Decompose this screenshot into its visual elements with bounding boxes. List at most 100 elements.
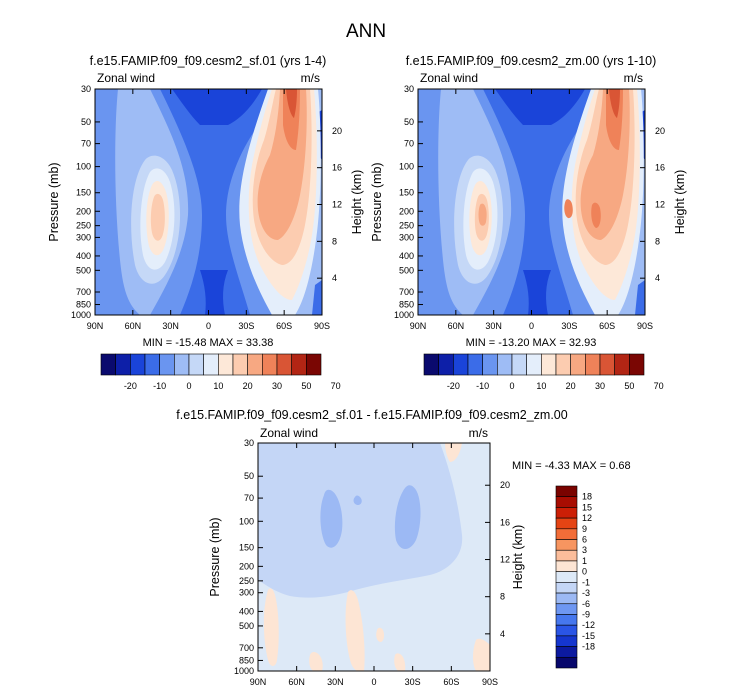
colorbar-label: 50 (301, 381, 311, 391)
height-tick-label: 12 (332, 200, 342, 210)
colorbar-swatch (467, 353, 483, 376)
colorbar-label: -20 (124, 381, 137, 391)
x-tick-label: 0 (206, 321, 211, 331)
height-tick-label: 16 (332, 163, 342, 173)
colorbar-swatch (497, 353, 513, 376)
colorbar-swatch (555, 635, 578, 647)
colorbar-swatch (555, 353, 571, 376)
height-tick-label: 20 (332, 126, 342, 136)
y-tick-label: 70 (244, 493, 254, 503)
colorbar-label: 6 (582, 535, 587, 545)
contour-fill (609, 89, 620, 118)
panel-3-ylabel-right: Height (km) (511, 525, 525, 590)
contour-fill (345, 590, 365, 671)
x-tick-label: 90N (250, 677, 267, 687)
y-tick-label: 50 (244, 471, 254, 481)
panel-3-ylabel: Pressure (mb) (208, 517, 222, 596)
height-tick-label: 16 (655, 163, 665, 173)
colorbar-label: -1 (582, 577, 590, 587)
colorbar-swatch (614, 353, 630, 376)
colorbar-swatch (585, 353, 601, 376)
colorbar-swatch (599, 353, 615, 376)
colorbar-swatch (100, 353, 116, 376)
y-tick-label: 200 (239, 561, 254, 571)
colorbar-label: 30 (595, 381, 605, 391)
colorbar-swatch (629, 353, 645, 376)
y-tick-label: 70 (404, 139, 414, 149)
height-tick-label: 4 (655, 273, 660, 283)
y-tick-label: 500 (399, 265, 414, 275)
y-tick-label: 100 (399, 162, 414, 172)
colorbar-label: 3 (582, 545, 587, 555)
colorbar-swatch (555, 656, 578, 669)
y-tick-label: 850 (239, 655, 254, 665)
panel-1-ylabel: Pressure (mb) (47, 162, 61, 241)
contour-fill (376, 627, 385, 642)
panel-1-x-ticks: 90N 60N 30N 0 30S 60S 90S (87, 89, 330, 331)
colorbar-swatch (555, 614, 578, 626)
colorbar-swatch (555, 507, 578, 519)
y-tick-label: 850 (399, 300, 414, 310)
colorbar-swatch (570, 353, 586, 376)
y-tick-label: 300 (76, 232, 91, 242)
panel-1-h-ticks: 4 8 12 16 20 (317, 126, 342, 283)
y-tick-label: 500 (239, 621, 254, 631)
contour-fill (445, 443, 462, 462)
colorbar-swatch (130, 353, 146, 376)
colorbar-label: 20 (566, 381, 576, 391)
panel-3-right-label: m/s (469, 426, 488, 440)
contour-fill (394, 485, 421, 549)
panel-3-left-label: Zonal wind (260, 426, 318, 440)
contour-fill (635, 280, 645, 315)
y-tick-label: 30 (404, 84, 414, 94)
y-tick-label: 200 (399, 206, 414, 216)
panel-1-ylabel-right: Height (km) (350, 170, 364, 235)
colorbar-swatch (555, 571, 578, 583)
contour-fill (591, 202, 601, 228)
x-tick-label: 0 (529, 321, 534, 331)
x-tick-label: 90S (314, 321, 330, 331)
x-tick-label: 90N (87, 321, 104, 331)
colorbar-label: 0 (509, 381, 514, 391)
y-tick-label: 70 (81, 139, 91, 149)
y-tick-label: 700 (399, 287, 414, 297)
colorbar-label: -18 (582, 642, 595, 652)
colorbar-swatch (555, 517, 578, 530)
x-tick-label: 60S (443, 677, 459, 687)
colorbar-swatch (453, 353, 469, 376)
colorbar-swatch (115, 353, 131, 376)
height-tick-label: 16 (500, 517, 510, 527)
height-tick-label: 12 (655, 200, 665, 210)
colorbar-swatch (511, 353, 527, 376)
y-tick-label: 30 (81, 84, 91, 94)
colorbar-label: 0 (582, 567, 587, 577)
colorbar-swatch (247, 353, 263, 376)
colorbar-swatch (232, 353, 248, 376)
panel-2-ylabel: Pressure (mb) (370, 162, 384, 241)
colorbar-label: 10 (536, 381, 546, 391)
colorbar-label: 10 (213, 381, 223, 391)
panel-2-contours (418, 89, 645, 315)
height-tick-label: 12 (500, 555, 510, 565)
contour-fill (263, 588, 279, 666)
x-tick-label: 90S (637, 321, 653, 331)
colorbar-swatch (423, 353, 439, 376)
y-tick-label: 1000 (71, 310, 91, 320)
y-tick-label: 30 (244, 438, 254, 448)
colorbar-swatch (555, 592, 578, 605)
y-tick-label: 50 (81, 117, 91, 127)
colorbar-swatch (159, 353, 175, 376)
y-tick-label: 200 (76, 206, 91, 216)
contour-fill (418, 89, 463, 315)
colorbar-swatch (555, 496, 578, 508)
y-tick-label: 100 (239, 516, 254, 526)
panel-1: f.e15.FAMIP.f09_f09.cesm2_sf.01 (yrs 1-4… (47, 54, 364, 391)
panel-3: f.e15.FAMIP.f09_f09.cesm2_sf.01 - f.e15.… (176, 408, 630, 687)
panel-1-title: f.e15.FAMIP.f09_f09.cesm2_sf.01 (yrs 1-4… (90, 54, 327, 68)
height-tick-label: 8 (655, 236, 660, 246)
panel-3-h-ticks: 4 8 12 16 20 (485, 480, 510, 639)
contour-fill (523, 270, 551, 315)
colorbar-swatch (262, 353, 278, 376)
colorbar-swatch (144, 353, 160, 376)
